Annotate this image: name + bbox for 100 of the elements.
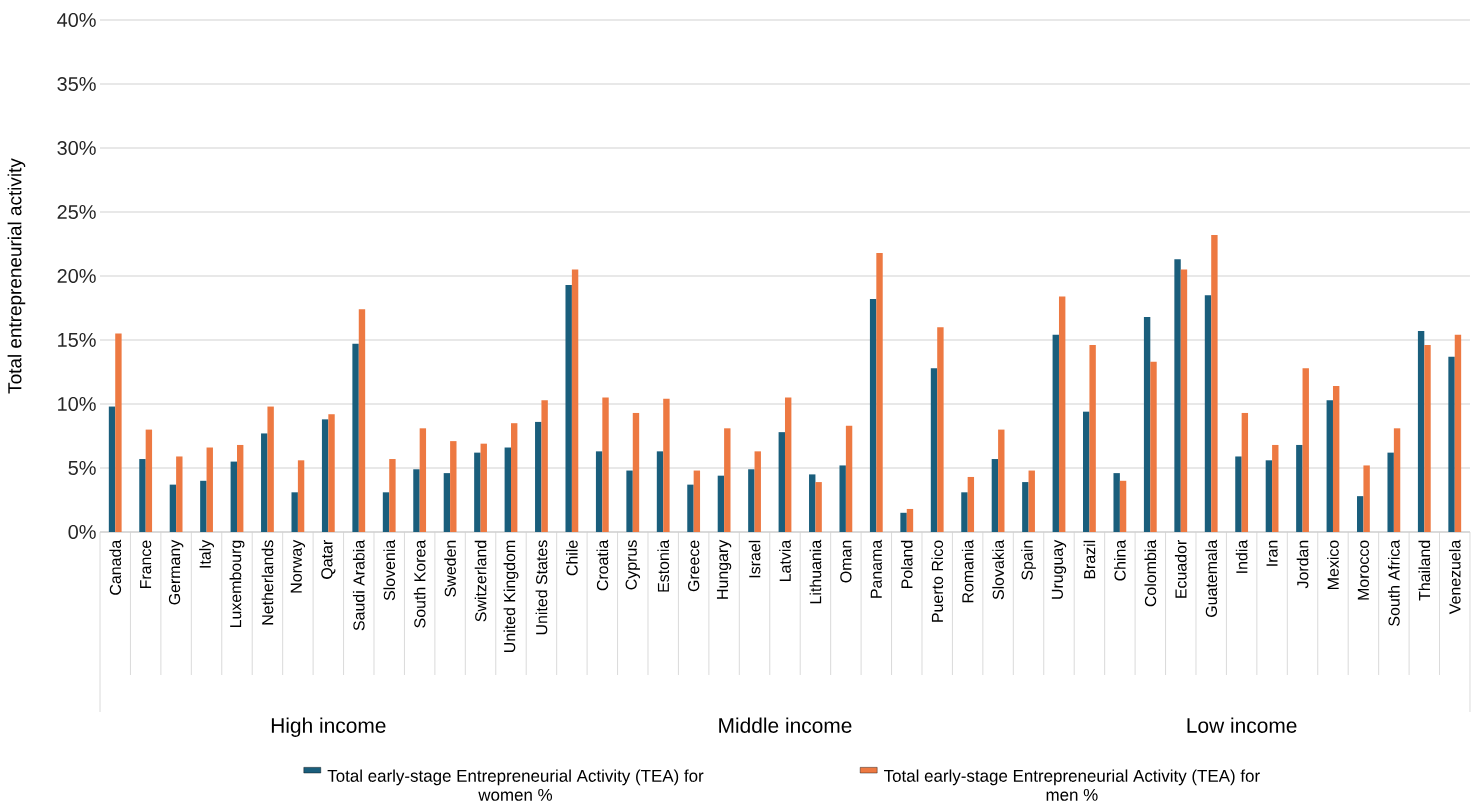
bar <box>778 432 785 532</box>
bar <box>937 327 944 532</box>
x-tick-label: Poland <box>900 540 913 589</box>
bar <box>1357 496 1364 532</box>
x-tick-label: Norway <box>290 539 306 593</box>
bar <box>474 452 481 532</box>
bar <box>1058 296 1066 532</box>
bar <box>626 470 633 532</box>
bar <box>115 333 122 532</box>
y-axis-title: Total entrepreneurial activity <box>7 158 26 394</box>
bar <box>443 473 451 532</box>
y-tick-label: 0% <box>68 524 96 540</box>
bar <box>237 444 244 532</box>
text: High income <box>271 717 386 738</box>
y-tick-label: 25% <box>57 204 96 220</box>
bar <box>297 460 305 532</box>
bar <box>693 470 701 532</box>
x-tick-label: United States <box>535 540 548 635</box>
x-tick-label: Estonia <box>657 539 670 592</box>
x-tick-label: France <box>140 540 152 589</box>
x-tick-label: Colombia <box>1144 539 1157 607</box>
bar <box>869 299 877 532</box>
bar <box>1211 235 1218 532</box>
y-tick-label: 40% <box>57 12 96 28</box>
x-tick-label: Sweden <box>444 540 456 597</box>
bar <box>267 406 274 532</box>
y-tick-label: 10% <box>58 396 96 412</box>
bar <box>1119 480 1127 532</box>
bar <box>1454 334 1462 532</box>
bar <box>352 343 359 532</box>
bar <box>176 456 183 532</box>
x-tick-label: Lithuania <box>809 539 822 604</box>
x-tick-label: Ecuador <box>1174 540 1187 598</box>
bar <box>724 428 731 532</box>
x-tick-label: India <box>1235 539 1248 573</box>
bar <box>656 451 664 532</box>
x-tick-label: Croatia <box>596 539 609 591</box>
bar <box>1387 452 1394 532</box>
bar <box>450 441 457 532</box>
bar <box>535 421 542 532</box>
y-tick-label: 35% <box>57 76 96 92</box>
bar <box>358 309 366 532</box>
bar <box>900 512 907 532</box>
x-tick-label: Oman <box>840 540 852 583</box>
bar <box>1393 428 1401 532</box>
x-tick-label: Israel <box>748 540 761 578</box>
x-tick-label: Spain <box>1021 540 1036 580</box>
x-tick-label: Saudi Arabia <box>352 539 365 631</box>
bar <box>389 459 396 532</box>
x-tick-label: Chile <box>566 540 578 576</box>
bar <box>845 425 853 532</box>
bar <box>1302 368 1309 532</box>
bar <box>809 474 816 532</box>
bar <box>1332 386 1340 532</box>
legend-label: Total early-stage Entrepreneurial Activity (TEA) for women % <box>327 769 704 801</box>
bar <box>815 482 822 532</box>
bar <box>565 284 572 532</box>
y-tick-label: 20% <box>57 268 96 284</box>
bar <box>1265 460 1273 532</box>
bar <box>1143 316 1151 532</box>
x-tick-label: Italy <box>199 539 214 568</box>
bar <box>1448 356 1455 532</box>
bar <box>784 397 792 532</box>
bar <box>961 492 968 532</box>
bar <box>1204 295 1212 532</box>
x-tick-label: South Korea <box>413 539 426 628</box>
bar <box>906 508 914 532</box>
x-tick-label: Cyprus <box>625 540 640 590</box>
x-tick-label: Venezuela <box>1448 539 1461 615</box>
x-tick-label: Uruguay <box>1051 539 1067 599</box>
y-tick-label: 30% <box>57 140 96 156</box>
x-tick-label: Romania <box>961 539 974 603</box>
bar <box>687 484 694 532</box>
x-tick-label: Switzerland <box>474 540 487 622</box>
x-tick-label: South Africa <box>1388 539 1400 626</box>
bar <box>511 423 518 532</box>
bar <box>571 269 579 532</box>
x-tick-label: Mexico <box>1327 540 1339 589</box>
bar <box>1022 482 1029 532</box>
bar <box>998 429 1005 532</box>
y-tick-label: 5% <box>68 460 96 475</box>
bar <box>480 443 487 532</box>
bar <box>504 447 511 532</box>
x-tick-label: Luxembourg <box>229 540 245 628</box>
bar <box>328 414 335 532</box>
x-tick-label: United Kingdom <box>503 540 519 652</box>
bar <box>139 459 146 532</box>
legend-label: Total early-stage Entrepreneurial Activity (TEA) for men % <box>884 769 1260 801</box>
x-tick-label: Slovenia <box>383 539 396 601</box>
bar <box>991 459 999 532</box>
bar <box>1235 456 1242 532</box>
bar <box>1417 331 1425 532</box>
x-tick-label: Greece <box>688 540 700 592</box>
bar <box>413 469 420 532</box>
bar <box>419 428 427 532</box>
bar <box>200 480 207 532</box>
bar <box>663 398 670 532</box>
bar <box>1150 361 1157 532</box>
bar <box>1089 345 1096 532</box>
bar <box>1113 473 1120 532</box>
